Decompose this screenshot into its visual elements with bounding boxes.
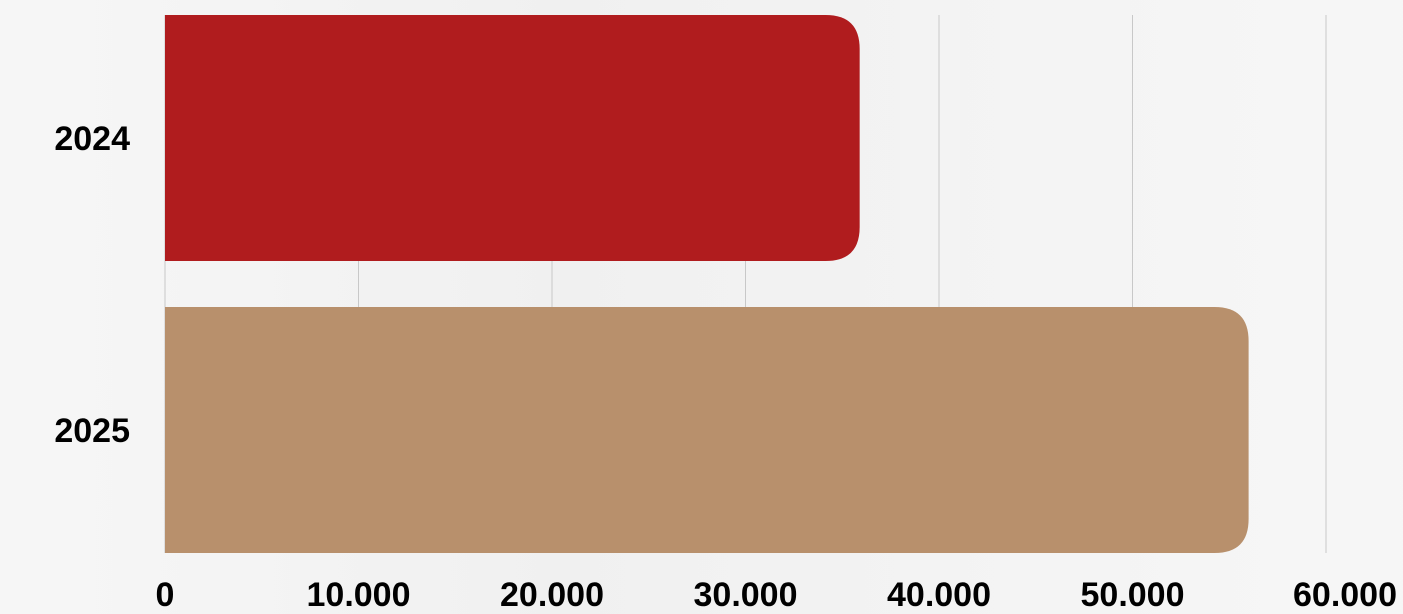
x-tick-label-4: 40.000 [887,576,991,614]
x-tick-label-2: 20.000 [500,576,604,614]
category-label-2024: 2024 [54,120,130,158]
x-tick-label-0: 0 [156,576,175,614]
x-tick-label-6: 60.000 [1293,576,1397,614]
bars [165,15,1249,553]
category-label-2025: 2025 [54,412,130,450]
category-labels: 2024 2025 [54,120,130,450]
x-tick-label-3: 30.000 [694,576,798,614]
bar-2025 [165,307,1249,553]
x-axis-tick-labels: 0 10.000 20.000 30.000 40.000 50.000 60.000 [156,576,1397,614]
bar-2024 [165,15,860,261]
x-tick-label-1: 10.000 [307,576,411,614]
x-tick-label-5: 50.000 [1081,576,1185,614]
